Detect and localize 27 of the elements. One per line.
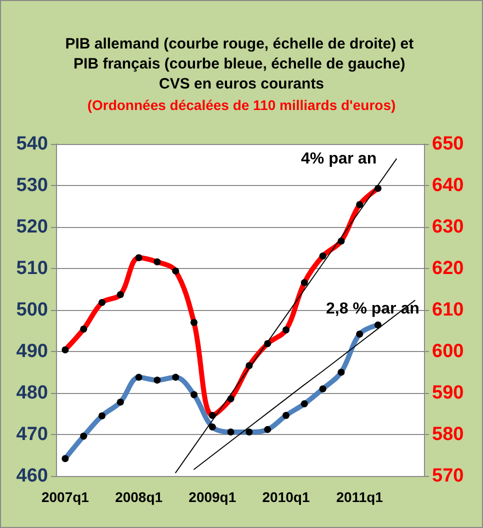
chart-title: PIB allemand (courbe rouge, échelle de droite) et PIB français (courbe bleue, échelle de gauche) CVS en euros courants bbox=[65, 36, 418, 92]
y-tick-label: 460 bbox=[16, 466, 48, 486]
chart-subtitle: (Ordonnées décalées de 110 milliards d'euros) bbox=[87, 97, 396, 113]
y2-tick-label: 570 bbox=[432, 466, 464, 486]
x-tick-label: 2009q1 bbox=[188, 489, 236, 505]
x-tick-label: 2008q1 bbox=[115, 489, 163, 505]
y2-tick-label: 630 bbox=[432, 216, 464, 238]
x-tick-label: 2007q1 bbox=[41, 489, 90, 505]
y2-tick-label: 620 bbox=[432, 258, 464, 279]
y-tick-label: 510 bbox=[16, 258, 48, 279]
y2-tick-label: 590 bbox=[432, 382, 464, 404]
y-tick-label: 530 bbox=[16, 175, 48, 196]
y-tick-label: 470 bbox=[16, 424, 48, 445]
y2-tick-label: 610 bbox=[432, 300, 464, 320]
x-tick-label: 2010q1 bbox=[262, 489, 310, 505]
x-tick-label: 2011q1 bbox=[336, 489, 384, 505]
y-tick-label: 500 bbox=[16, 300, 48, 320]
y-tick-label: 480 bbox=[16, 382, 48, 404]
y-tick-label: 520 bbox=[16, 216, 48, 238]
y2-tick-label: 640 bbox=[432, 175, 464, 196]
y2-tick-label: 600 bbox=[432, 341, 464, 362]
y2-tick-label: 650 bbox=[432, 134, 464, 154]
annotation: 2,8 % par an bbox=[326, 300, 420, 318]
y2-tick-label: 580 bbox=[432, 424, 464, 445]
annotation: 4% par an bbox=[301, 150, 377, 168]
y-tick-label: 490 bbox=[16, 341, 48, 362]
y-tick-label: 540 bbox=[16, 134, 48, 154]
